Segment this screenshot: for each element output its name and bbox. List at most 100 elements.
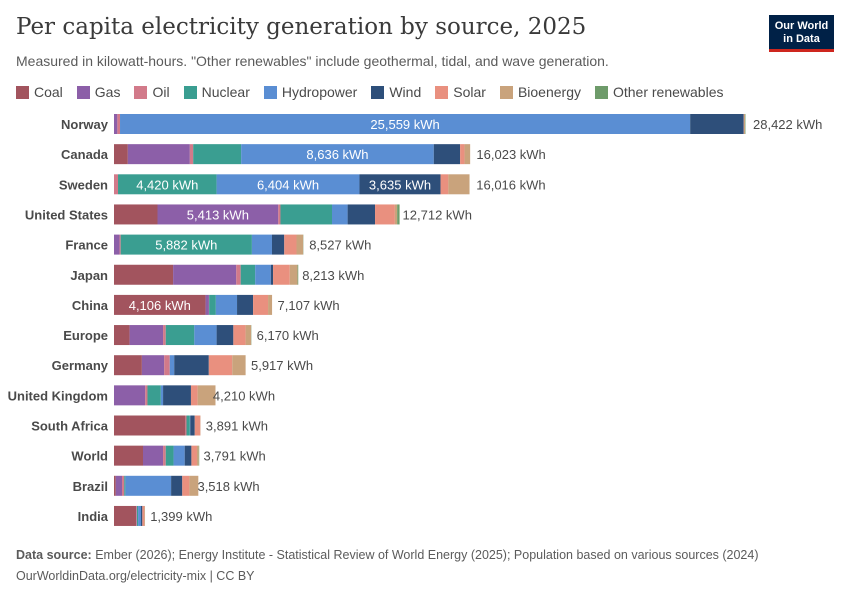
- bar-row-china[interactable]: China 4,106 kWh 7,107 kWh: [72, 294, 340, 315]
- bar-segment-france-bioenergy[interactable]: [296, 234, 304, 255]
- legend-item-bioenergy[interactable]: Bioenergy: [499, 84, 581, 100]
- bar-segment-united-states-other-renewables[interactable]: [397, 204, 400, 225]
- bar-segment-germany-gas[interactable]: [141, 355, 165, 376]
- bar-segment-united-kingdom-solar[interactable]: [190, 385, 198, 406]
- bar-segment-europe-hydropower[interactable]: [194, 325, 217, 346]
- bar-row-united-kingdom[interactable]: United Kingdom 4,210 kWh: [8, 385, 275, 406]
- bar-segment-world-nuclear[interactable]: [165, 445, 174, 466]
- bar-segment-canada-hydropower[interactable]: [241, 144, 434, 165]
- bar-segment-sweden-wind[interactable]: [359, 174, 441, 195]
- bar-segment-united-states-bioenergy[interactable]: [394, 204, 398, 225]
- bar-segment-norway-gas[interactable]: [114, 114, 118, 134]
- bar-segment-brazil-solar[interactable]: [182, 475, 190, 496]
- bar-segment-china-wind[interactable]: [237, 294, 254, 315]
- bar-segment-world-bioenergy[interactable]: [196, 445, 199, 466]
- bar-segment-world-oil[interactable]: [163, 445, 166, 466]
- bar-segment-world-hydropower[interactable]: [173, 445, 185, 466]
- bar-segment-united-kingdom-oil[interactable]: [145, 385, 148, 406]
- bar-segment-japan-other-renewables[interactable]: [297, 264, 299, 285]
- bar-segment-canada-bioenergy[interactable]: [464, 144, 471, 165]
- bar-segment-brazil-coal[interactable]: [114, 475, 116, 496]
- bar-row-united-states[interactable]: United States 5,413 kWh 12,712 kWh: [25, 204, 472, 225]
- bar-segment-norway-oil[interactable]: [117, 114, 121, 134]
- bar-segment-united-kingdom-wind[interactable]: [163, 385, 191, 406]
- bar-segment-europe-gas[interactable]: [129, 325, 164, 346]
- bar-segment-united-states-gas[interactable]: [157, 204, 279, 225]
- bar-segment-brazil-nuclear[interactable]: [124, 475, 126, 496]
- bar-segment-united-kingdom-bioenergy[interactable]: [197, 385, 216, 406]
- bar-segment-france-solar[interactable]: [284, 234, 297, 255]
- bar-row-south-africa[interactable]: South Africa 3,891 kWh: [31, 415, 268, 436]
- bar-segment-sweden-nuclear[interactable]: [118, 174, 217, 195]
- bar-segment-norway-wind[interactable]: [690, 114, 744, 134]
- bar-row-canada[interactable]: Canada 8,636 kWh 16,023 kWh: [61, 144, 546, 165]
- bar-segment-norway-hydropower[interactable]: [120, 114, 691, 134]
- bar-segment-europe-solar[interactable]: [233, 325, 246, 346]
- bar-segment-united-kingdom-nuclear[interactable]: [147, 385, 161, 406]
- bar-segment-europe-wind[interactable]: [216, 325, 234, 346]
- bar-segment-china-hydropower[interactable]: [215, 294, 238, 315]
- bar-segment-brazil-hydropower[interactable]: [125, 475, 172, 496]
- bar-segment-india-nuclear[interactable]: [136, 505, 139, 526]
- bar-row-india[interactable]: India 1,399 kWh: [78, 505, 213, 526]
- bar-segment-india-bioenergy[interactable]: [144, 505, 146, 526]
- bar-row-brazil[interactable]: Brazil 3,518 kWh: [73, 475, 260, 496]
- bar-segment-world-solar[interactable]: [191, 445, 197, 466]
- bar-segment-canada-solar[interactable]: [460, 144, 465, 165]
- bar-segment-south-africa-nuclear[interactable]: [186, 415, 190, 436]
- bar-segment-world-coal[interactable]: [114, 445, 143, 466]
- legend-item-coal[interactable]: Coal: [16, 84, 63, 100]
- bar-row-norway[interactable]: Norway 25,559 kWh 28,422 kWh: [61, 114, 822, 134]
- bar-row-world[interactable]: World 3,791 kWh: [71, 445, 266, 466]
- bar-segment-japan-bioenergy[interactable]: [289, 264, 298, 285]
- bar-segment-united-kingdom-hydropower[interactable]: [160, 385, 164, 406]
- bar-segment-canada-oil[interactable]: [189, 144, 194, 165]
- bar-segment-sweden-oil[interactable]: [114, 174, 119, 195]
- legend-item-nuclear[interactable]: Nuclear: [183, 84, 250, 100]
- bar-segment-europe-bioenergy[interactable]: [245, 325, 252, 346]
- bar-segment-china-coal[interactable]: [114, 294, 206, 315]
- bar-segment-world-gas[interactable]: [143, 445, 164, 466]
- bar-segment-canada-wind[interactable]: [433, 144, 461, 165]
- bar-segment-japan-solar[interactable]: [273, 264, 290, 285]
- bar-row-france[interactable]: France 5,882 kWh 8,527 kWh: [65, 234, 371, 255]
- bar-segment-united-states-oil[interactable]: [278, 204, 281, 225]
- legend-item-gas[interactable]: Gas: [76, 84, 120, 100]
- legend-item-other-renewables[interactable]: Other renewables: [594, 84, 724, 100]
- bar-segment-united-kingdom-gas[interactable]: [114, 385, 146, 406]
- bar-segment-united-states-solar[interactable]: [375, 204, 395, 225]
- bar-segment-canada-nuclear[interactable]: [193, 144, 242, 165]
- bar-segment-brazil-bioenergy[interactable]: [189, 475, 199, 496]
- bar-segment-india-coal[interactable]: [114, 505, 137, 526]
- bar-segment-germany-bioenergy[interactable]: [232, 355, 246, 376]
- bar-segment-europe-oil[interactable]: [163, 325, 166, 346]
- bar-segment-united-states-nuclear[interactable]: [280, 204, 332, 225]
- bar-segment-norway-bioenergy[interactable]: [743, 114, 746, 134]
- bar-segment-sweden-bioenergy[interactable]: [448, 174, 470, 195]
- credit-link[interactable]: OurWorldinData.org/electricity-mix | CC …: [16, 569, 255, 583]
- bar-segment-sweden-solar[interactable]: [440, 174, 449, 195]
- bar-segment-world-wind[interactable]: [184, 445, 192, 466]
- bar-segment-brazil-oil[interactable]: [122, 475, 125, 496]
- bar-segment-china-nuclear[interactable]: [209, 294, 216, 315]
- bar-segment-japan-coal[interactable]: [114, 264, 174, 285]
- bar-segment-japan-gas[interactable]: [173, 264, 237, 285]
- bar-segment-france-wind[interactable]: [271, 234, 285, 255]
- bar-segment-france-nuclear[interactable]: [120, 234, 252, 255]
- bar-segment-germany-coal[interactable]: [114, 355, 142, 376]
- bar-row-sweden[interactable]: Sweden 4,420 kWh 6,404 kWh 3,635 kWh 16,016 …: [59, 174, 546, 195]
- bar-segment-india-solar[interactable]: [142, 505, 145, 526]
- owid-logo[interactable]: Our World in Data: [769, 15, 834, 52]
- bar-segment-sweden-hydropower[interactable]: [216, 174, 360, 195]
- bar-segment-united-states-hydropower[interactable]: [332, 204, 348, 225]
- bar-row-europe[interactable]: Europe 6,170 kWh: [63, 325, 319, 346]
- bar-segment-china-bioenergy[interactable]: [268, 294, 273, 315]
- bar-segment-germany-wind[interactable]: [174, 355, 209, 376]
- bar-segment-france-gas[interactable]: [114, 234, 120, 255]
- bar-segment-france-oil[interactable]: [119, 234, 121, 255]
- bar-segment-south-africa-oil[interactable]: [185, 415, 187, 436]
- bar-segment-europe-nuclear[interactable]: [165, 325, 195, 346]
- bar-segment-brazil-wind[interactable]: [171, 475, 183, 496]
- bar-segment-germany-hydropower[interactable]: [169, 355, 175, 376]
- bar-segment-canada-coal[interactable]: [114, 144, 128, 165]
